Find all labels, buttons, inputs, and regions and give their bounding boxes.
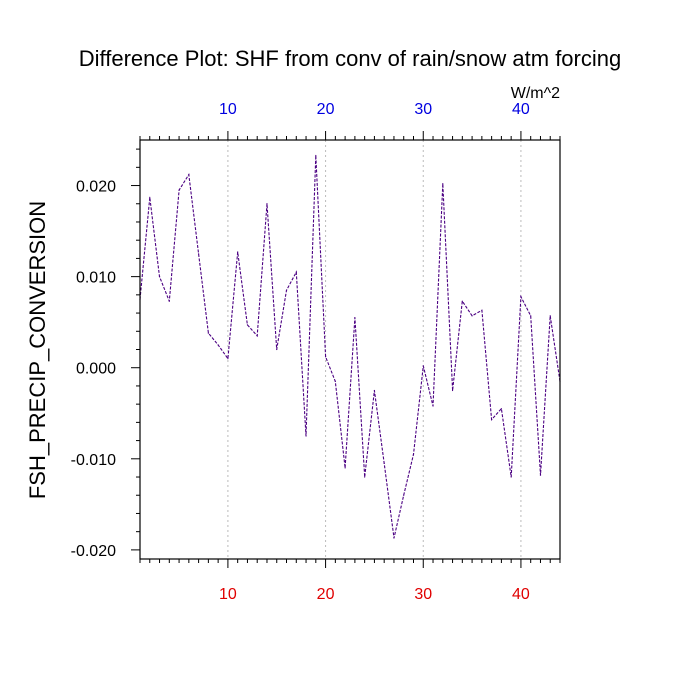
- data-point: [344, 467, 346, 469]
- data-point: [442, 183, 444, 185]
- y-tick-label: 0.010: [76, 270, 116, 287]
- data-point: [451, 389, 454, 392]
- y-axis-label: FSH_PRECIP_CONVERSION: [25, 201, 50, 499]
- data-point: [334, 380, 336, 382]
- data-point: [500, 408, 502, 410]
- data-point: [530, 315, 532, 317]
- data-point: [461, 300, 463, 302]
- data-point: [198, 253, 200, 255]
- data-point: [471, 315, 473, 317]
- axis-ticks: [131, 131, 561, 568]
- data-point: [539, 474, 542, 476]
- data-point: [549, 315, 551, 317]
- plot-frame: [139, 139, 561, 560]
- data-point: [315, 154, 317, 157]
- x-tick-label-bottom: 10: [219, 586, 237, 603]
- data-point: [305, 435, 307, 437]
- x-tick-label-top: 20: [317, 101, 335, 118]
- data-point: [178, 189, 180, 191]
- data-point: [237, 251, 239, 253]
- grid-lines: [227, 140, 522, 559]
- series-group: [139, 154, 561, 539]
- data-point: [432, 405, 434, 407]
- data-point: [227, 358, 229, 360]
- data-point: [481, 309, 483, 311]
- data-point: [285, 289, 288, 291]
- data-point: [422, 365, 424, 367]
- data-point: [393, 537, 395, 539]
- data-point: [383, 462, 385, 464]
- data-point: [403, 494, 405, 496]
- data-point: [158, 276, 161, 278]
- data-point: [168, 300, 170, 302]
- chart-title: Difference Plot: SHF from conv of rain/s…: [79, 46, 621, 71]
- x-tick-label-top: 40: [512, 101, 530, 118]
- data-point: [354, 317, 356, 319]
- data-point: [510, 476, 512, 478]
- data-point: [324, 356, 327, 358]
- x-tick-label-top: 30: [414, 101, 432, 118]
- data-point: [412, 453, 415, 455]
- data-point: [266, 203, 268, 205]
- data-point: [295, 271, 297, 273]
- x-tick-label-bottom: 40: [512, 586, 530, 603]
- data-point: [520, 296, 522, 298]
- data-point: [246, 324, 249, 326]
- data-point: [188, 174, 190, 176]
- data-point: [373, 389, 376, 392]
- y-tick-label: 0.000: [76, 361, 116, 378]
- y-tick-label: -0.010: [71, 452, 116, 469]
- y-tick-label: 0.020: [76, 179, 116, 196]
- y-tick-label: -0.020: [71, 543, 116, 560]
- units-label: W/m^2: [511, 85, 560, 102]
- x-tick-label-top: 10: [219, 101, 237, 118]
- data-point: [149, 196, 151, 198]
- x-tick-label-bottom: 30: [414, 586, 432, 603]
- data-point: [207, 332, 209, 334]
- data-point: [364, 476, 366, 478]
- data-point: [491, 419, 493, 421]
- data-point: [256, 335, 258, 337]
- tick-labels: 10 10 20 20 30 30 40 40 -0.020 -0.010 0.000 0.010 0.…: [71, 101, 530, 603]
- x-tick-label-bottom: 20: [317, 586, 335, 603]
- data-point: [276, 348, 278, 351]
- data-point: [217, 344, 219, 346]
- series-line-0: [139, 155, 561, 539]
